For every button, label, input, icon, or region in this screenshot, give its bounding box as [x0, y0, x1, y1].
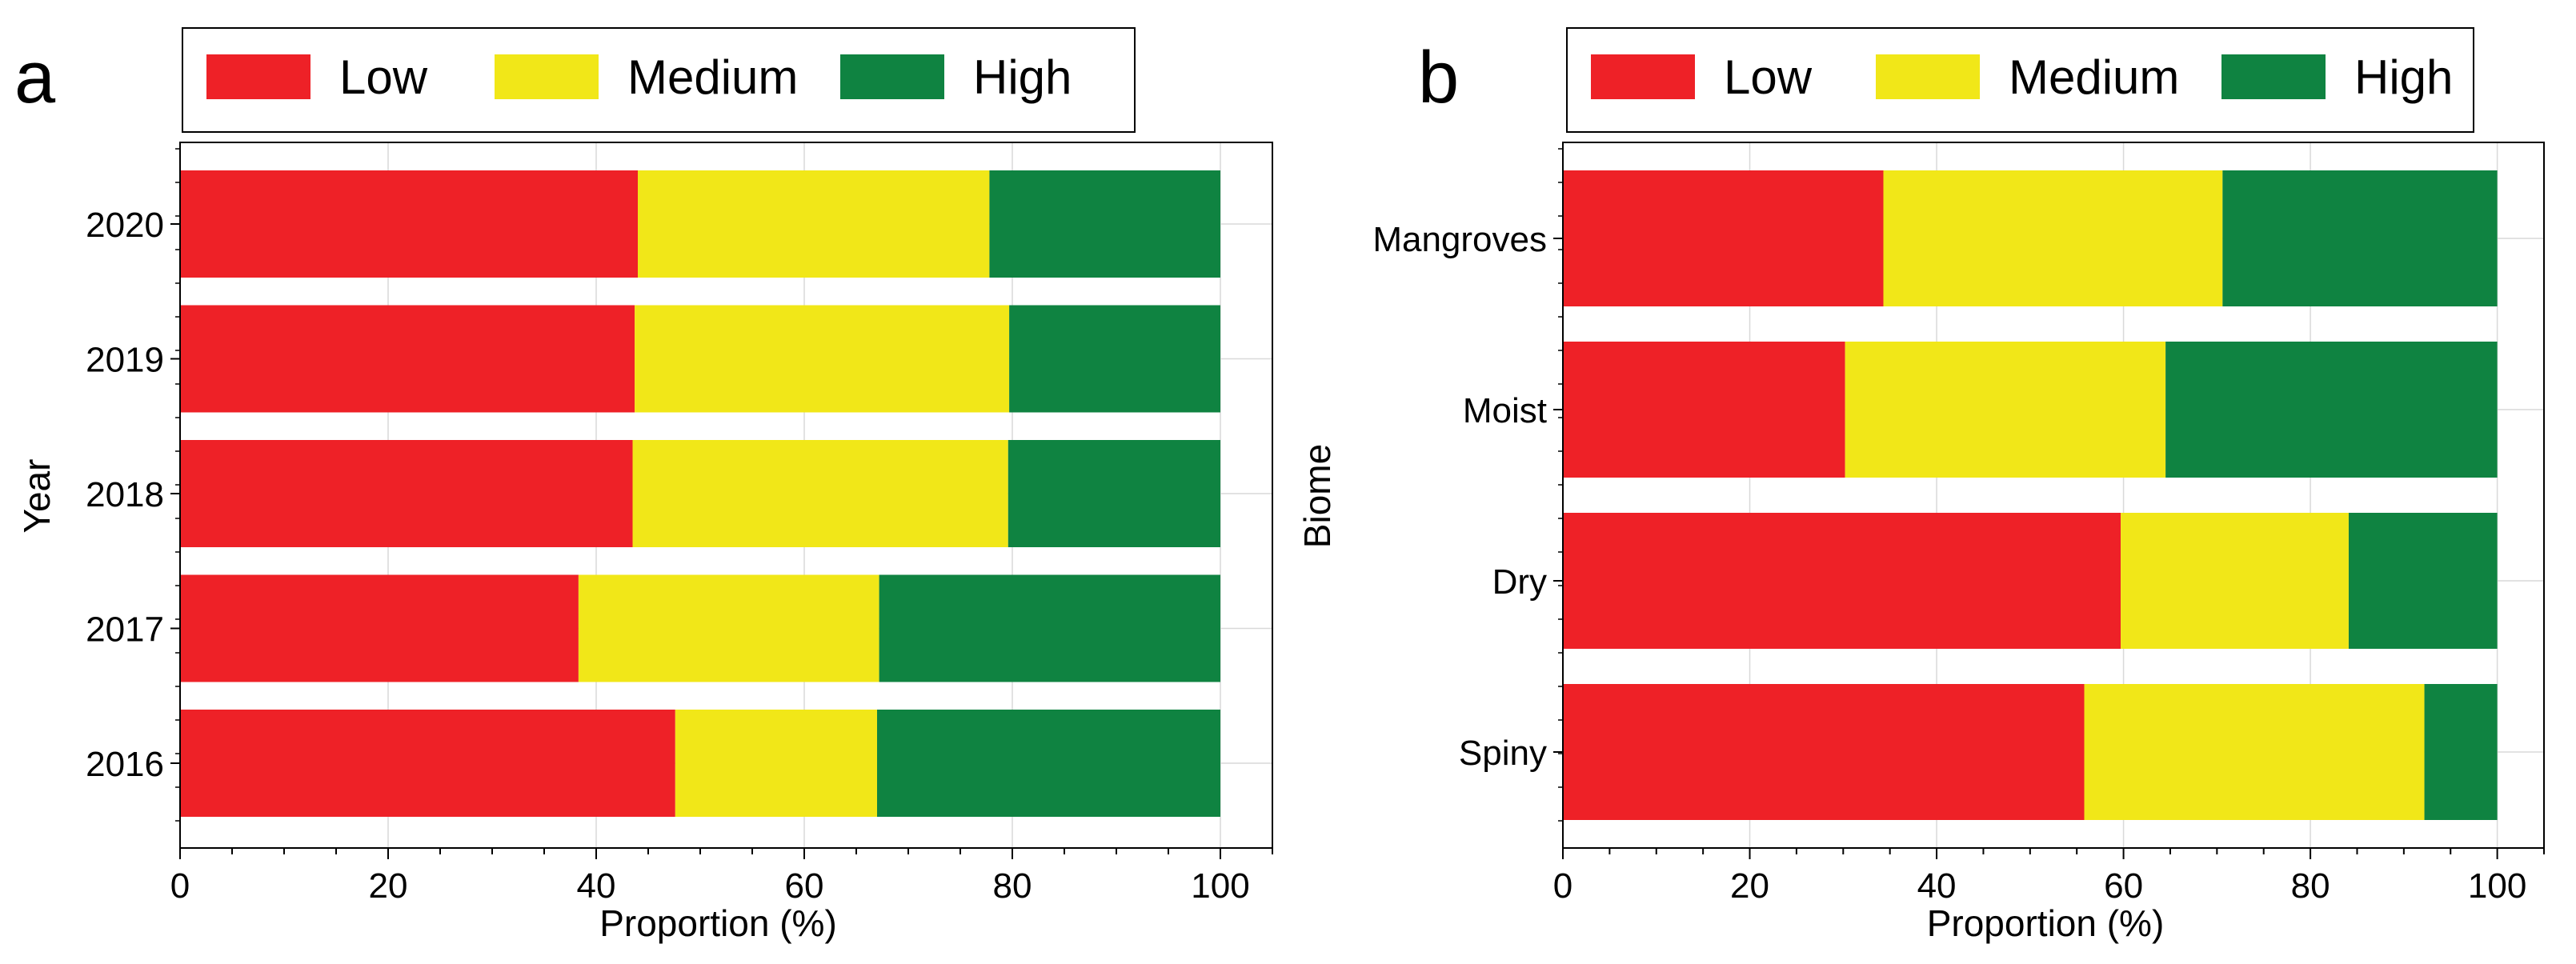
x-tick-label: 20	[1730, 866, 1769, 906]
x-axis-title: Proportion (%)	[1927, 902, 2165, 944]
bar-spiny-low	[1563, 684, 2085, 820]
bar-2016-medium	[675, 710, 877, 817]
x-tick-label: 40	[577, 866, 616, 906]
bar-moist-high	[2165, 342, 2498, 478]
bar-dry-low	[1563, 513, 2121, 649]
panel-b: b Low Medium High 0 20 40 60 80 100 Mangroves Moist…	[1296, 27, 2545, 944]
bar-dry-medium	[2121, 513, 2349, 649]
bar-2016-high	[877, 710, 1220, 817]
legend-label-high: High	[2354, 50, 2453, 104]
bar-moist-medium	[1845, 342, 2166, 478]
legend-box	[182, 27, 1136, 133]
x-tick-label: 100	[1191, 866, 1249, 906]
legend-swatch-medium	[1876, 54, 1980, 99]
plot-frame	[179, 142, 1273, 849]
bar-2019-high	[1009, 305, 1220, 413]
legend-swatch-high	[840, 54, 944, 99]
panel-a: a Low Medium High 0 20 40 60 80 100 2020 2019 2018 20…	[14, 27, 1273, 944]
x-tick-label: 80	[2291, 866, 2330, 906]
legend-label-medium: Medium	[627, 50, 798, 104]
legend-swatch-medium	[495, 54, 599, 99]
legend-label-low: Low	[1724, 50, 1813, 104]
bar-2017-high	[879, 574, 1220, 682]
bar-mangroves-medium	[1883, 170, 2223, 306]
x-tick-label: 80	[993, 866, 1032, 906]
x-tick-label: 0	[1553, 866, 1572, 906]
x-tick-label: 20	[369, 866, 408, 906]
y-axis-title: Year	[16, 459, 58, 534]
bar-2018-medium	[632, 440, 1008, 547]
bar-2020-high	[989, 170, 1220, 278]
y-tick-label: 2018	[86, 475, 164, 514]
y-tick-label: 2016	[86, 745, 164, 784]
x-tick-label: 60	[2104, 866, 2143, 906]
y-tick-label: Moist	[1463, 391, 1547, 430]
bar-mangroves-high	[2222, 170, 2498, 306]
bar-2017-low	[180, 574, 579, 682]
bar-spiny-high	[2424, 684, 2498, 820]
bar-2016-low	[180, 710, 675, 817]
x-tick-label: 40	[1917, 866, 1957, 906]
bar-dry-high	[2348, 513, 2498, 649]
bar-2019-low	[180, 305, 635, 413]
y-tick-label: Mangroves	[1372, 220, 1547, 259]
legend-swatch-high	[2221, 54, 2326, 99]
legend-swatch-low	[206, 54, 310, 99]
bar-moist-low	[1563, 342, 1845, 478]
legend-swatch-low	[1591, 54, 1695, 99]
x-tick-label: 0	[170, 866, 190, 906]
bar-spiny-medium	[2084, 684, 2425, 820]
legend-label-high: High	[973, 50, 1072, 104]
legend-label-low: Low	[339, 50, 428, 104]
bar-2020-medium	[638, 170, 990, 278]
y-tick-label: Spiny	[1459, 734, 1547, 773]
y-axis-title: Biome	[1296, 444, 1338, 548]
x-axis-title: Proportion (%)	[599, 902, 837, 944]
panel-label: b	[1418, 37, 1459, 118]
bar-2020-low	[180, 170, 638, 278]
x-tick-label: 60	[785, 866, 824, 906]
panel-label: a	[14, 37, 56, 118]
legend-label-medium: Medium	[2009, 50, 2179, 104]
bar-2018-high	[1008, 440, 1220, 547]
y-tick-label: 2017	[86, 610, 164, 650]
bar-2018-low	[180, 440, 633, 547]
plot-frame	[1562, 142, 2545, 849]
x-tick-label: 100	[2468, 866, 2526, 906]
y-tick-label: 2019	[86, 341, 164, 380]
y-tick-label: Dry	[1492, 562, 1547, 602]
bar-2017-medium	[578, 574, 879, 682]
bar-mangroves-low	[1563, 170, 1884, 306]
bar-2019-medium	[635, 305, 1010, 413]
y-tick-label: 2020	[86, 206, 164, 245]
